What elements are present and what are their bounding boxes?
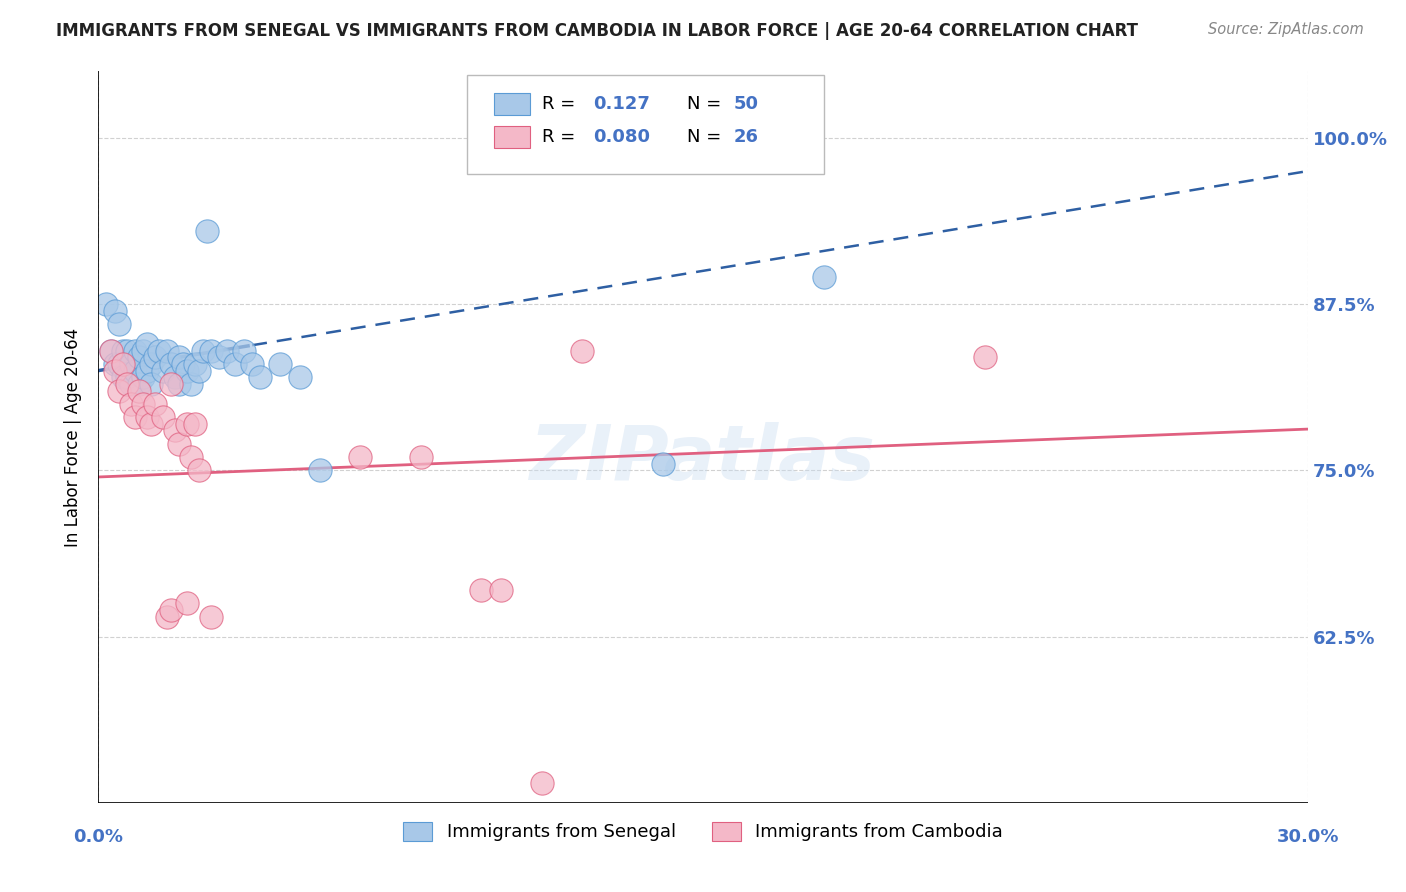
FancyBboxPatch shape xyxy=(494,94,530,115)
Point xyxy=(409,450,432,464)
Point xyxy=(974,351,997,365)
Point xyxy=(152,410,174,425)
Point xyxy=(160,603,183,617)
Point xyxy=(349,450,371,464)
Text: 0.127: 0.127 xyxy=(593,95,650,113)
Point xyxy=(172,357,194,371)
Point xyxy=(128,351,150,365)
Text: 50: 50 xyxy=(734,95,758,113)
Point xyxy=(143,351,166,365)
Text: 30.0%: 30.0% xyxy=(1277,828,1339,846)
Point xyxy=(160,376,183,391)
Point xyxy=(115,376,138,391)
Point xyxy=(115,370,138,384)
Point xyxy=(139,376,162,391)
Point xyxy=(135,337,157,351)
Point xyxy=(232,343,254,358)
Point xyxy=(571,343,593,358)
Point xyxy=(208,351,231,365)
Point xyxy=(143,397,166,411)
Point xyxy=(103,357,125,371)
Point xyxy=(128,376,150,391)
Point xyxy=(120,376,142,391)
Point xyxy=(124,410,146,425)
Point xyxy=(107,357,129,371)
Legend: Immigrants from Senegal, Immigrants from Cambodia: Immigrants from Senegal, Immigrants from… xyxy=(396,814,1010,848)
Point xyxy=(176,363,198,377)
Point xyxy=(132,343,155,358)
Text: R =: R = xyxy=(543,95,586,113)
Point xyxy=(124,363,146,377)
Text: ZIPatlas: ZIPatlas xyxy=(530,422,876,496)
Y-axis label: In Labor Force | Age 20-64: In Labor Force | Age 20-64 xyxy=(65,327,83,547)
Point xyxy=(163,370,186,384)
FancyBboxPatch shape xyxy=(467,75,824,174)
Point xyxy=(120,357,142,371)
Point xyxy=(240,357,263,371)
Point xyxy=(195,224,218,238)
Point xyxy=(167,351,190,365)
Point xyxy=(309,463,332,477)
Text: 26: 26 xyxy=(734,128,758,146)
Point xyxy=(269,357,291,371)
Point xyxy=(176,417,198,431)
Point xyxy=(188,363,211,377)
FancyBboxPatch shape xyxy=(494,126,530,148)
Point xyxy=(200,343,222,358)
Point xyxy=(111,370,134,384)
Point xyxy=(128,384,150,398)
Point xyxy=(184,417,207,431)
Point xyxy=(156,343,179,358)
Point xyxy=(135,363,157,377)
Point xyxy=(160,357,183,371)
Point xyxy=(135,410,157,425)
Point xyxy=(132,370,155,384)
Point xyxy=(249,370,271,384)
Point xyxy=(120,397,142,411)
Point xyxy=(132,397,155,411)
Text: 0.0%: 0.0% xyxy=(73,828,124,846)
Point xyxy=(530,776,553,790)
Point xyxy=(193,343,215,358)
Text: IMMIGRANTS FROM SENEGAL VS IMMIGRANTS FROM CAMBODIA IN LABOR FORCE | AGE 20-64 C: IMMIGRANTS FROM SENEGAL VS IMMIGRANTS FR… xyxy=(56,22,1139,40)
Point xyxy=(167,436,190,450)
Point xyxy=(167,376,190,391)
Point xyxy=(224,357,246,371)
Point xyxy=(100,343,122,358)
Text: N =: N = xyxy=(688,95,727,113)
Point xyxy=(184,357,207,371)
Text: N =: N = xyxy=(688,128,727,146)
Point xyxy=(176,596,198,610)
Point xyxy=(188,463,211,477)
Point xyxy=(180,376,202,391)
Point xyxy=(200,609,222,624)
Point xyxy=(103,363,125,377)
Point xyxy=(651,457,673,471)
Point xyxy=(107,384,129,398)
Point xyxy=(111,343,134,358)
Point xyxy=(100,343,122,358)
Point xyxy=(107,317,129,331)
Point xyxy=(470,582,492,597)
Point xyxy=(163,424,186,438)
Point xyxy=(148,343,170,358)
Point xyxy=(111,357,134,371)
Point xyxy=(124,343,146,358)
Point xyxy=(103,303,125,318)
Text: R =: R = xyxy=(543,128,581,146)
Point xyxy=(491,582,513,597)
Text: 0.080: 0.080 xyxy=(593,128,650,146)
Point xyxy=(152,363,174,377)
Text: Source: ZipAtlas.com: Source: ZipAtlas.com xyxy=(1208,22,1364,37)
Point xyxy=(139,417,162,431)
Point xyxy=(96,297,118,311)
Point xyxy=(139,357,162,371)
Point xyxy=(156,609,179,624)
Point xyxy=(813,270,835,285)
Point xyxy=(115,343,138,358)
Point xyxy=(111,357,134,371)
Point xyxy=(217,343,239,358)
Point xyxy=(180,450,202,464)
Point xyxy=(288,370,311,384)
